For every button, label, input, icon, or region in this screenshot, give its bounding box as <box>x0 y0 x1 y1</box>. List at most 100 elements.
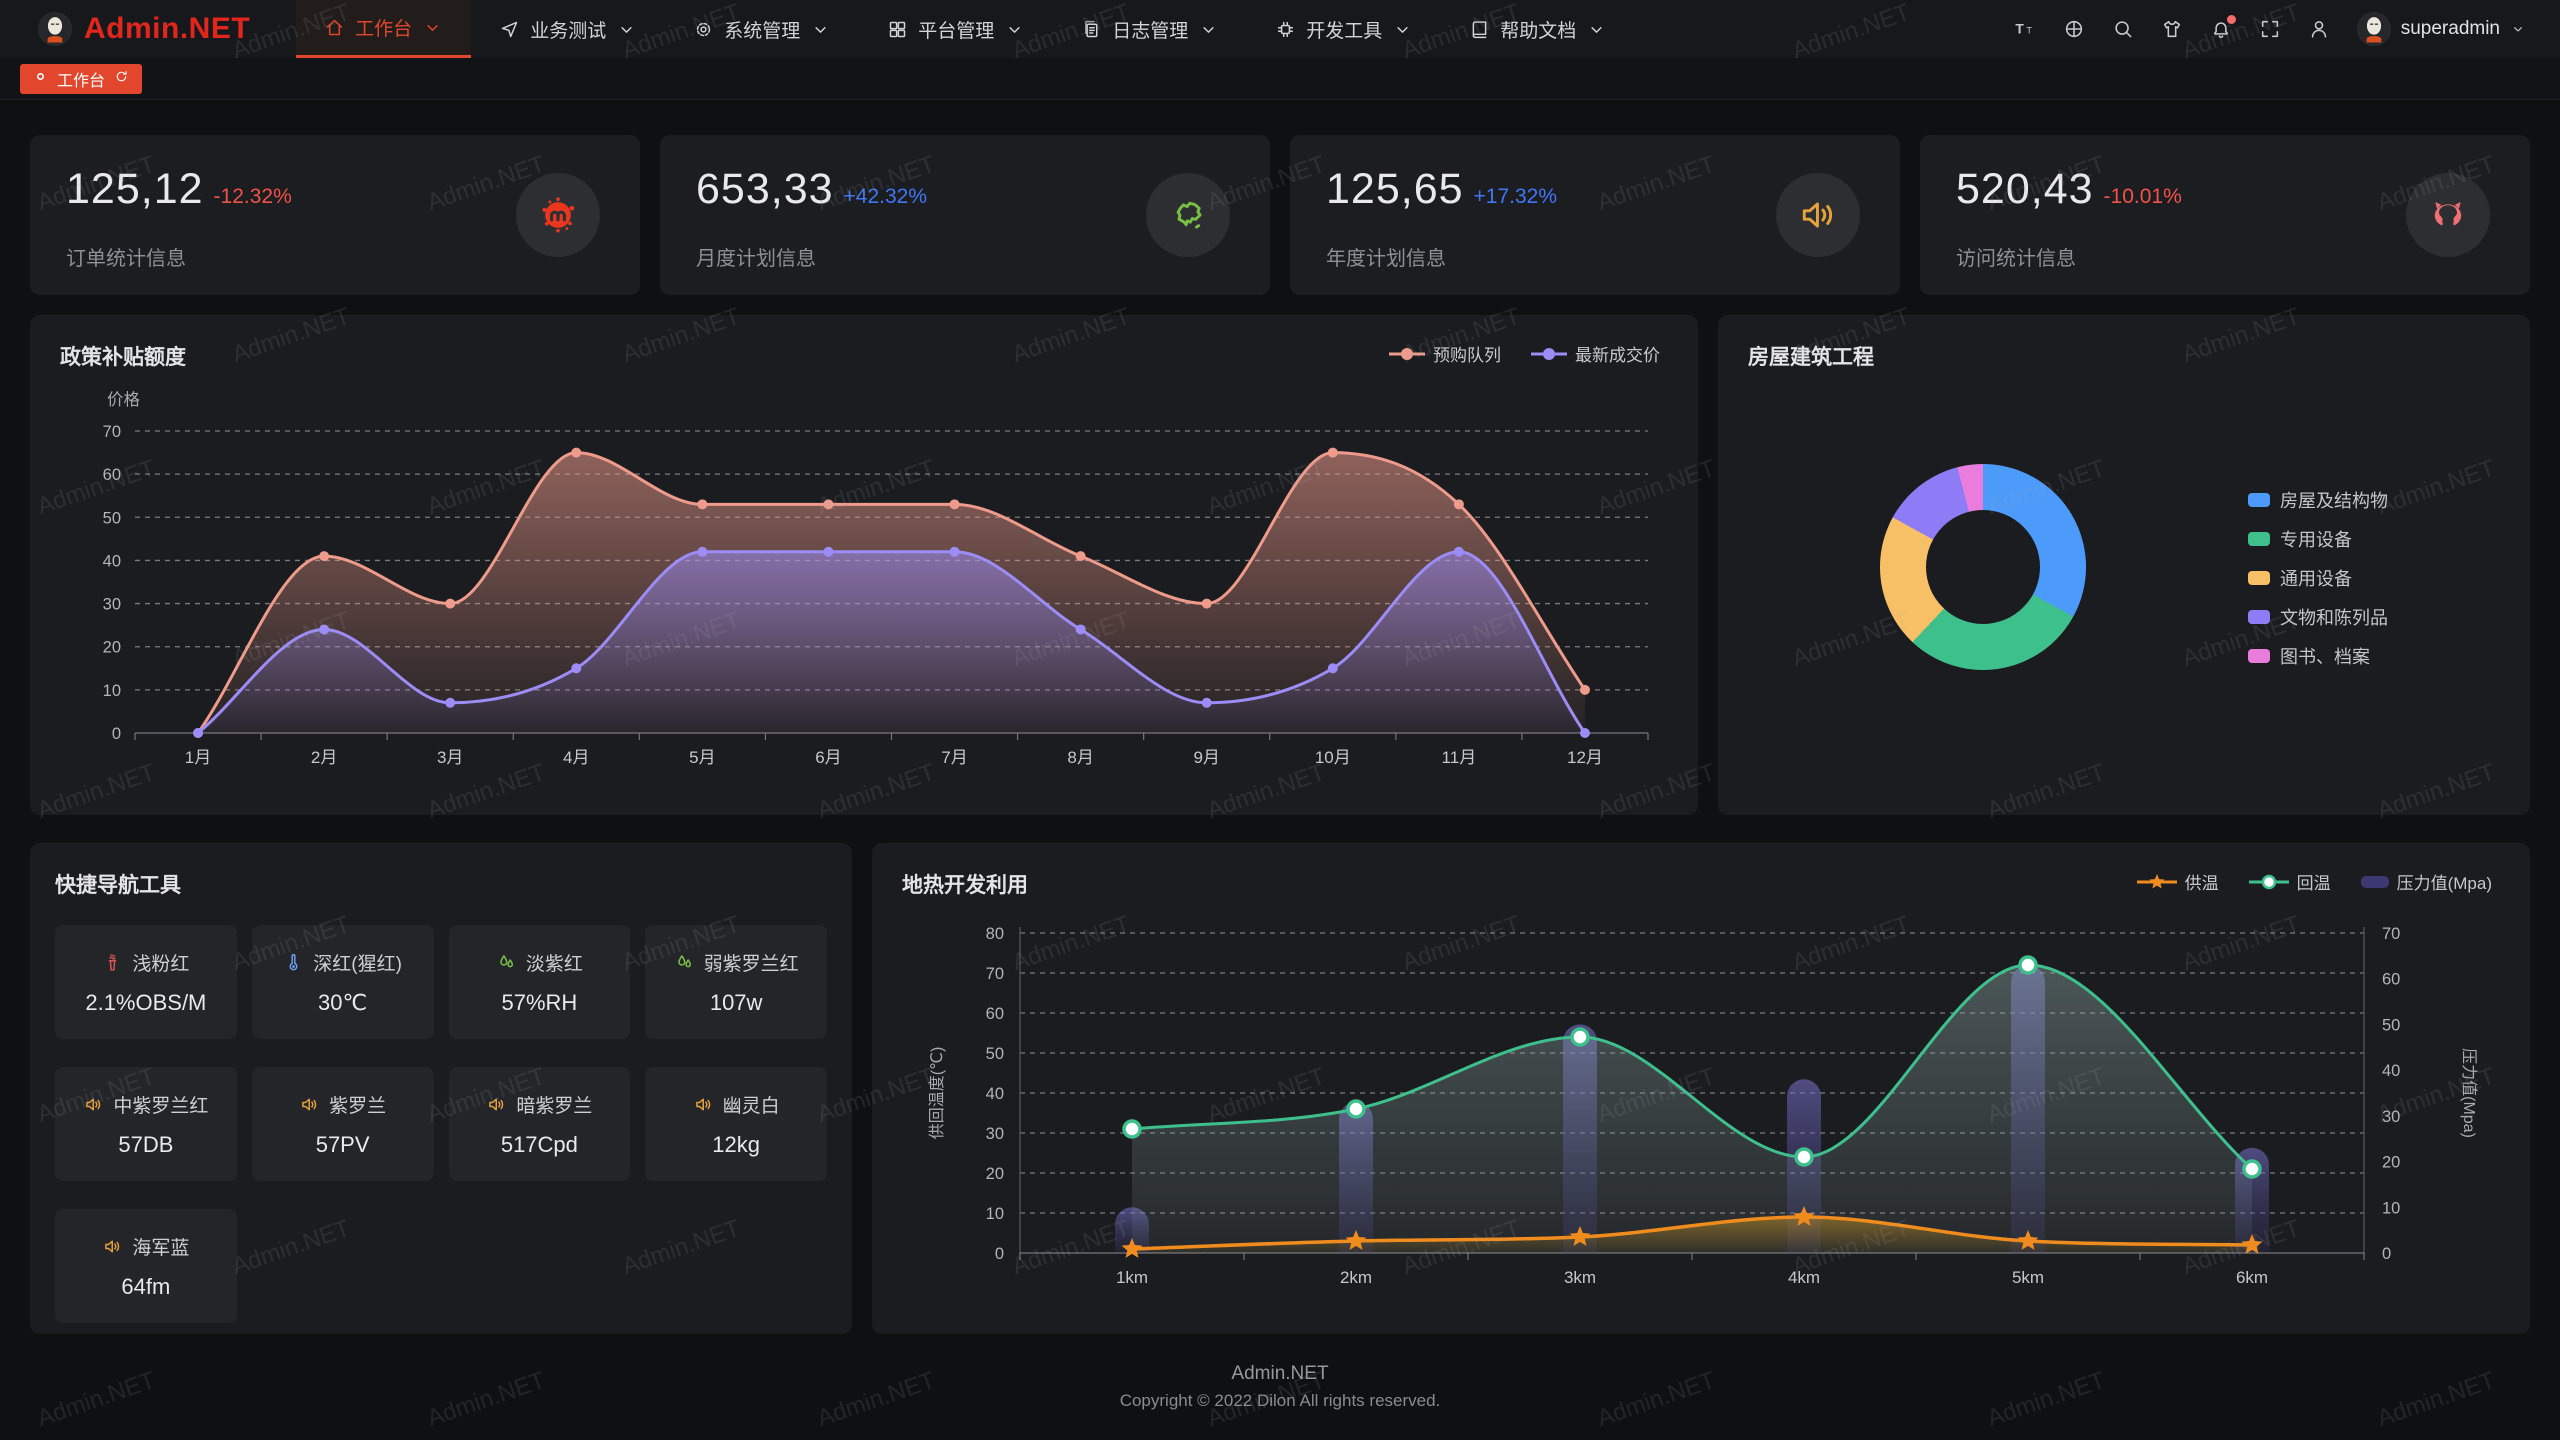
stats-row: 125,12 -12.32% 订单统计信息 653,33 +42.32% 月度计划信息 12… <box>30 135 2530 295</box>
legend-swatch <box>2248 493 2270 507</box>
bell-icon[interactable] <box>2210 15 2236 40</box>
footer-brand: Admin.NET <box>1231 1363 1329 1384</box>
svg-text:3km: 3km <box>1564 1268 1596 1287</box>
stat-value: 125,12 <box>66 165 204 213</box>
svg-text:10月: 10月 <box>1315 748 1351 767</box>
notification-badge <box>2226 15 2236 24</box>
legend-item-压力值(Mpa)[interactable]: 压力值(Mpa) <box>2360 869 2492 894</box>
svg-text:10: 10 <box>986 1205 1004 1223</box>
legend-label: 图书、档案 <box>2280 647 2370 667</box>
svg-text:4月: 4月 <box>563 748 589 767</box>
china-map-icon <box>1176 201 1202 229</box>
quick-nav-card-幽灵白[interactable]: 幽灵白 12kg <box>645 1067 827 1181</box>
svg-text:40: 40 <box>986 1085 1004 1103</box>
svg-text:5km: 5km <box>2012 1268 2044 1287</box>
stat-card: 125,65 +17.32% 年度计划信息 <box>1290 135 1900 295</box>
quick-card-value: 57PV <box>315 1131 370 1157</box>
quick-nav-card-弱紫罗兰红[interactable]: 弱紫罗兰红 107w <box>645 925 827 1039</box>
quick-card-name: 浅粉红 <box>132 953 190 975</box>
legend-item-预购队列[interactable]: 预购队列 <box>1389 341 1501 366</box>
tab-dot-icon <box>33 69 48 89</box>
stat-delta: -10.01% <box>2103 185 2182 208</box>
svg-text:T: T <box>2015 22 2024 37</box>
legend-swatch <box>2248 649 2270 663</box>
legend-marker-icon <box>2248 874 2289 889</box>
refresh-icon[interactable] <box>114 69 129 89</box>
donut-legend-item-房屋及结构物[interactable]: 房屋及结构物 <box>2248 487 2388 513</box>
dot-ring-icon <box>36 72 45 80</box>
tab-workbench[interactable]: 工作台 <box>20 63 143 94</box>
quick-nav-card-中紫罗兰红[interactable]: 中紫罗兰红 57DB <box>55 1067 237 1181</box>
stat-card: 653,33 +42.32% 月度计划信息 <box>660 135 1270 295</box>
legend-item-供温[interactable]: 供温 <box>2136 869 2219 894</box>
svg-text:2km: 2km <box>1340 1268 1372 1287</box>
nav-item-label: 帮助文档 <box>1500 20 1577 42</box>
svg-text:0: 0 <box>2382 1245 2391 1263</box>
svg-text:10: 10 <box>103 682 121 700</box>
legend-label: 最新成交价 <box>1575 346 1660 365</box>
chevron-down-icon <box>1591 26 1602 33</box>
quick-nav-card-深红(猩红)[interactable]: 深红(猩红) 30℃ <box>251 925 434 1039</box>
stat-value: 653,33 <box>696 165 834 213</box>
geo-chart-legend: 供温 回温 压力值(Mpa) <box>2136 869 2492 894</box>
donut-legend-item-专用设备[interactable]: 专用设备 <box>2248 526 2388 552</box>
search-icon <box>2115 21 2132 38</box>
app-logo[interactable]: Admin.NET <box>38 0 250 58</box>
legend-item-最新成交价[interactable]: 最新成交价 <box>1531 341 1660 366</box>
person-icon[interactable] <box>2308 18 2330 40</box>
donut-legend-item-通用设备[interactable]: 通用设备 <box>2248 565 2388 591</box>
speaker-icon <box>105 1240 120 1252</box>
donut-legend-item-文物和陈列品[interactable]: 文物和陈列品 <box>2248 604 2388 630</box>
svg-text:T: T <box>2026 26 2032 36</box>
speaker-icon <box>695 1098 710 1110</box>
legend-swatch <box>2248 610 2270 624</box>
quick-nav-card-浅粉红[interactable]: 浅粉红 2.1%OBS/M <box>55 925 237 1039</box>
nav-item-开发工具[interactable]: 开发工具 <box>1247 0 1441 58</box>
logo-mascot-icon <box>38 12 72 46</box>
charts-row: 政策补贴额度 预购队列 最新成交价 0 10 20 30 40 50 60 70 价格 1月 2月 3月… <box>30 315 2530 815</box>
svg-text:价格: 价格 <box>107 390 141 409</box>
nav-item-日志管理[interactable]: 日志管理 <box>1053 0 1247 58</box>
fullscreen-icon <box>2261 20 2278 38</box>
user-menu[interactable]: superadmin <box>2356 12 2526 46</box>
svg-text:50: 50 <box>2382 1016 2400 1034</box>
navigation-icon <box>501 21 518 37</box>
mascot-icon <box>2358 13 2390 45</box>
legend-label: 预购队列 <box>1433 346 1501 365</box>
quick-nav-card-暗紫罗兰[interactable]: 暗紫罗兰 517Cpd <box>448 1067 631 1181</box>
fullscreen-icon[interactable] <box>2259 18 2281 40</box>
nav-item-系统管理[interactable]: 系统管理 <box>665 0 859 58</box>
person-icon <box>2311 21 2326 38</box>
nav-item-平台管理[interactable]: 平台管理 <box>859 0 1053 58</box>
quick-card-value: 107w <box>709 989 763 1015</box>
quick-nav-card-紫罗兰[interactable]: 紫罗兰 57PV <box>251 1067 434 1181</box>
stat-delta: -12.32% <box>213 185 292 208</box>
nav-item-label: 业务测试 <box>530 20 607 42</box>
globe-icon[interactable] <box>2063 18 2085 40</box>
quick-nav-card-海军蓝[interactable]: 海军蓝 64fm <box>55 1209 237 1323</box>
theme-shirt-icon[interactable] <box>2161 18 2183 40</box>
quick-card-name: 中紫罗兰红 <box>113 1095 209 1117</box>
chevron-down-icon <box>1203 26 1214 33</box>
quick-nav-card-淡紫红[interactable]: 淡紫红 57%RH <box>448 925 631 1039</box>
speaker-icon <box>86 1098 101 1110</box>
legend-item-回温[interactable]: 回温 <box>2248 869 2331 894</box>
nav-item-label: 平台管理 <box>918 20 995 42</box>
quick-card-name: 淡紫红 <box>525 953 583 975</box>
quick-nav-grid: 浅粉红 2.1%OBS/M 深红(猩红) 30℃ 淡紫红 57%RH 弱紫罗兰红 107w 中紫… <box>55 925 827 1323</box>
svg-text:80: 80 <box>986 925 1004 943</box>
nav-item-工作台[interactable]: 工作台 <box>296 0 472 58</box>
legend-label: 供温 <box>2184 874 2219 893</box>
speaker-icon <box>1802 202 1833 228</box>
nav-item-帮助文档[interactable]: 帮助文档 <box>1441 0 1635 58</box>
search-icon[interactable] <box>2112 18 2134 40</box>
stat-card: 125,12 -12.32% 订单统计信息 <box>30 135 640 295</box>
chevron-down-icon <box>427 25 438 31</box>
donut-legend-item-图书、档案[interactable]: 图书、档案 <box>2248 643 2388 669</box>
svg-text:60: 60 <box>103 466 121 484</box>
nav-item-业务测试[interactable]: 业务测试 <box>471 0 665 58</box>
legend-label: 专用设备 <box>2280 530 2352 550</box>
user-avatar <box>2356 12 2391 46</box>
legend-label: 通用设备 <box>2280 569 2352 589</box>
